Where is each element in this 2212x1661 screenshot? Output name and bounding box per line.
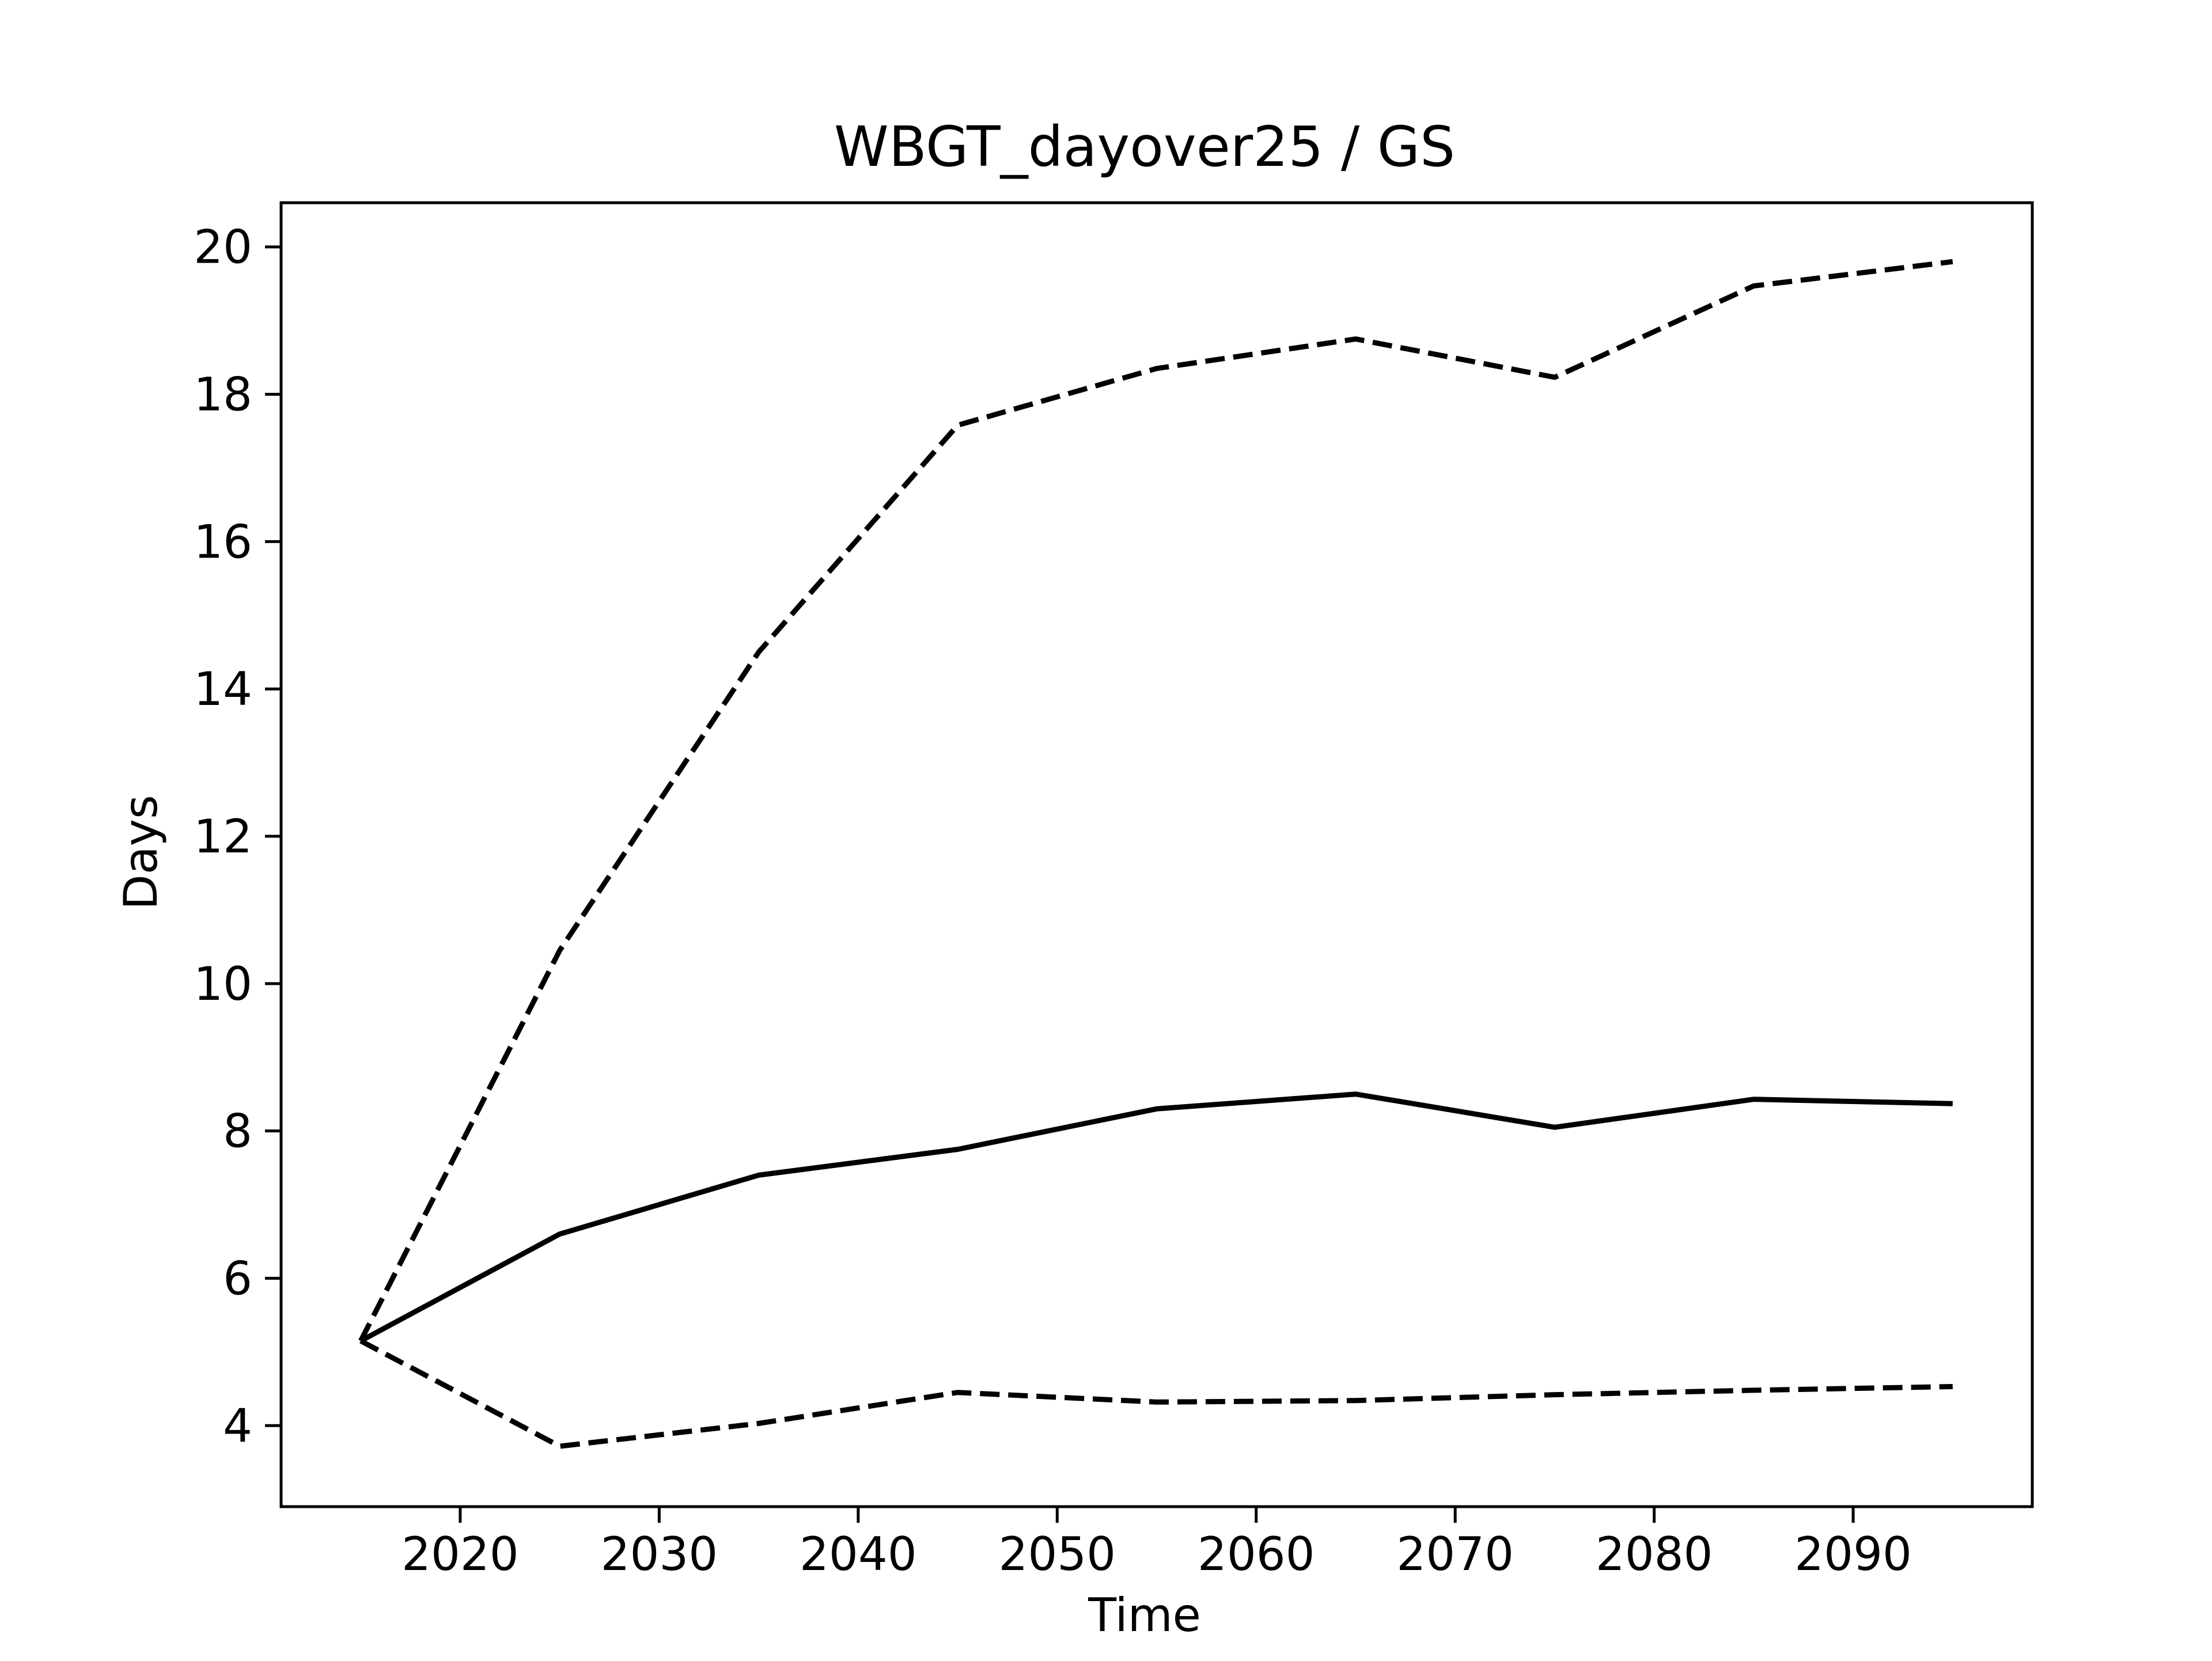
y-tick-label-20: 20 — [194, 221, 252, 274]
x-tick-label-2090: 2090 — [1794, 1527, 1912, 1581]
y-axis-label: Days — [114, 795, 168, 910]
axes-frame — [279, 201, 2034, 1508]
series-line-2 — [358, 259, 1953, 1343]
y-tick-label-12: 12 — [194, 810, 252, 863]
x-tick-label-2080: 2080 — [1596, 1527, 1713, 1581]
x-tick-label-2050: 2050 — [998, 1527, 1116, 1581]
series-line-1 — [359, 1091, 1953, 1344]
y-tick-label-4: 4 — [223, 1399, 252, 1453]
y-tick-label-8: 8 — [223, 1105, 252, 1158]
series-line-3 — [359, 1338, 1953, 1449]
x-tick-label-2020: 2020 — [402, 1527, 519, 1581]
y-tick-label-14: 14 — [194, 662, 252, 716]
x-axis-label: Time — [1088, 1588, 1201, 1642]
x-tick-label-2030: 2030 — [601, 1527, 718, 1581]
x-tick-label-2040: 2040 — [800, 1527, 917, 1581]
y-tick-label-6: 6 — [223, 1252, 252, 1305]
x-tick-label-2070: 2070 — [1396, 1527, 1514, 1581]
x-tick-label-2060: 2060 — [1198, 1527, 1315, 1581]
y-tick-label-18: 18 — [194, 368, 252, 422]
chart-title: WBGT_dayover25 / GS — [834, 115, 1455, 179]
y-tick-label-10: 10 — [194, 957, 252, 1011]
plot-area: 2020 2030 2040 2050 2060 2070 2080 2090 4 6 8 10 12 1… — [194, 201, 2034, 1581]
y-tick-label-16: 16 — [194, 515, 252, 568]
